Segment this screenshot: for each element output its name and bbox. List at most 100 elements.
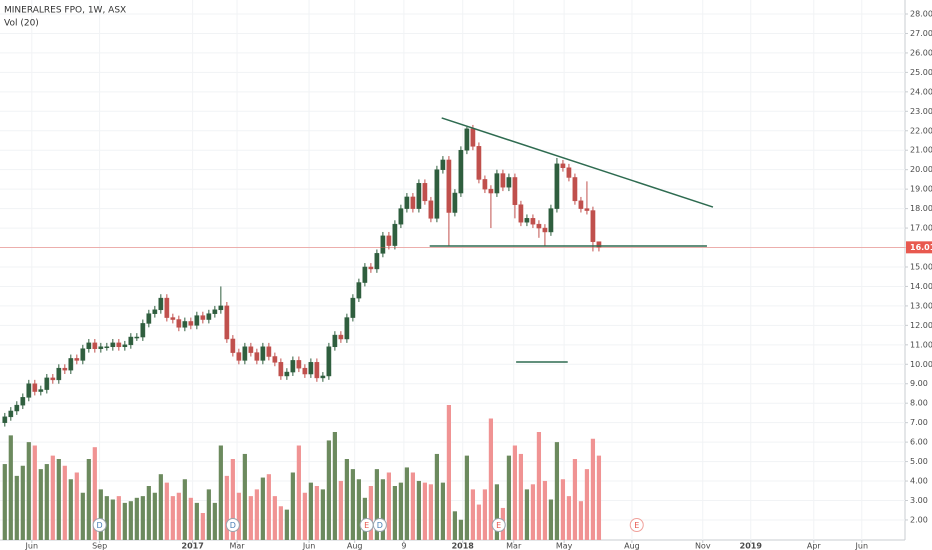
candle-body (242, 346, 248, 361)
volume-bar (494, 484, 500, 540)
volume-bar (326, 440, 331, 540)
candle-body (98, 346, 104, 349)
volume-bar (350, 469, 355, 540)
candle-body (452, 192, 458, 213)
volume-bar (74, 472, 79, 540)
y-tick-label: 13.00 (910, 301, 932, 310)
volume-bar (374, 469, 379, 540)
volume-bar (176, 492, 181, 540)
volume-bar (38, 469, 43, 540)
chart-title: MINERALRES FPO, 1W, ASX (4, 6, 126, 16)
volume-bar (56, 459, 61, 540)
candle-body (188, 321, 194, 326)
volume-bar (476, 504, 482, 540)
volume-bar (260, 477, 265, 540)
candle-body (560, 163, 566, 168)
candle-body (122, 344, 128, 348)
candle-body (290, 360, 296, 373)
volume-bar (284, 509, 289, 540)
volume-bar (584, 469, 590, 540)
volume-bar (134, 497, 139, 540)
candle-body (356, 282, 362, 299)
volume-bar (68, 479, 73, 540)
candle-body (2, 416, 8, 423)
candle-body (488, 188, 494, 194)
candle-body (254, 352, 260, 361)
x-tick-label: May (556, 542, 573, 550)
y-tick-label: 26.00 (910, 48, 932, 57)
volume-bar (98, 489, 103, 540)
volume-bar (578, 501, 584, 540)
y-tick-label: 22.00 (910, 126, 932, 135)
candle-body (308, 362, 314, 375)
candle-body (404, 196, 410, 209)
volume-bar (470, 489, 476, 540)
event-label: D (377, 521, 383, 530)
candle-body (272, 356, 278, 363)
y-tick-label: 17.00 (910, 224, 932, 233)
event-label: D (230, 521, 236, 530)
candle-body (464, 128, 470, 151)
volume-bar (422, 482, 427, 540)
volume-bar (146, 486, 151, 540)
volume-legend: Vol (20) (4, 19, 39, 29)
candle-body (14, 404, 20, 412)
candle-body (494, 173, 500, 194)
volume-bar (92, 447, 97, 540)
volume-bar (80, 492, 85, 540)
volume-bar (32, 445, 37, 540)
y-tick-label: 27.00 (910, 29, 932, 38)
volume-bar (248, 496, 253, 540)
x-tick-label: 2017 (182, 542, 204, 550)
candle-body (194, 315, 200, 326)
candle-body (278, 362, 284, 377)
x-tick-label: 2019 (740, 542, 763, 550)
candle-body (326, 346, 332, 377)
x-tick-label: 2018 (452, 542, 475, 550)
candle-body (584, 208, 590, 211)
volume-bar (530, 484, 536, 540)
candle-body (80, 348, 86, 361)
candle-body (482, 179, 488, 190)
candle-body (512, 177, 518, 205)
volume-bar (386, 472, 391, 540)
candle-body (578, 200, 584, 209)
candle-body (230, 338, 236, 353)
candle-body (56, 367, 62, 381)
candle-body (398, 208, 404, 225)
volume-bar (416, 480, 421, 540)
candle-body (416, 183, 422, 209)
y-tick-label: 11.00 (910, 340, 932, 349)
candle-body (380, 235, 386, 254)
candle-body (566, 167, 572, 178)
candle-body (32, 383, 38, 392)
volume-bar (2, 464, 7, 540)
volume-bar (188, 497, 193, 540)
volume-bar (182, 479, 187, 540)
volume-bar (152, 492, 157, 540)
event-marker (225, 518, 240, 532)
volume-bar (560, 479, 566, 540)
y-tick-label: 7.00 (910, 418, 928, 427)
candle-body (74, 358, 80, 361)
y-tick-label: 3.00 (910, 496, 928, 505)
candle-body (38, 389, 44, 392)
candle-body (224, 305, 230, 340)
event-label: D (97, 521, 103, 530)
candle-body (302, 367, 308, 375)
candle-body (260, 346, 266, 361)
candle-body (8, 410, 14, 418)
candle-body (176, 319, 182, 328)
volume-bar (536, 432, 542, 540)
candle-body (314, 362, 320, 379)
candle-body (554, 163, 560, 209)
y-tick-label: 5.00 (910, 457, 928, 466)
candle-body (422, 183, 428, 202)
y-tick-label: 23.00 (910, 107, 932, 116)
y-tick-label: 6.00 (910, 438, 928, 447)
candle-body (320, 375, 326, 379)
event-marker (92, 518, 107, 532)
volume-bar (8, 435, 13, 540)
candle-body (236, 352, 242, 361)
